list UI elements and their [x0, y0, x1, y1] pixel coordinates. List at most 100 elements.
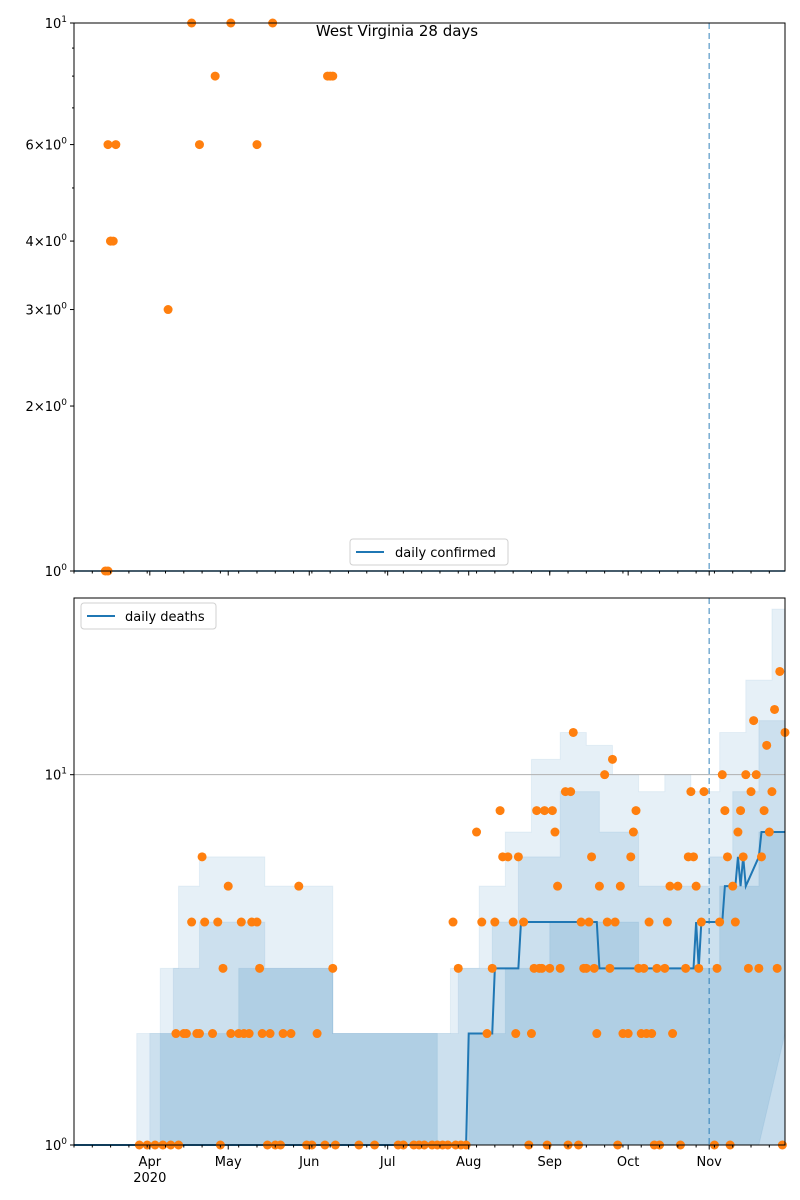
deaths-point: [594, 881, 604, 891]
deaths-point: [213, 917, 223, 927]
top-ytick-label: 3×100: [26, 302, 68, 319]
deaths-point: [244, 1029, 254, 1039]
deaths-point: [696, 917, 706, 927]
deaths-point: [600, 770, 610, 780]
deaths-point: [503, 852, 513, 862]
top-ytick-label-exp: 0: [61, 233, 67, 243]
xtick-label: Nov: [697, 1155, 723, 1170]
confirmed-point: [108, 236, 118, 246]
top-ytick-label: 100: [45, 563, 68, 580]
deaths-point: [610, 917, 620, 927]
deaths-point: [576, 917, 586, 927]
deaths-point: [487, 963, 497, 973]
deaths-point: [540, 806, 550, 816]
deaths-point: [495, 806, 505, 816]
deaths-point: [736, 806, 746, 816]
deaths-point: [511, 1029, 521, 1039]
deaths-point: [526, 1029, 536, 1039]
deaths-point: [712, 963, 722, 973]
xtick-label: Apr: [139, 1155, 162, 1170]
xtick-label: Sep: [537, 1155, 562, 1170]
deaths-point: [647, 1029, 657, 1039]
deaths-point: [644, 917, 654, 927]
deaths-point: [631, 806, 641, 816]
deaths-point: [537, 963, 547, 973]
xtick-label: Jun: [298, 1155, 319, 1170]
deaths-point: [448, 917, 458, 927]
top-ytick-label-exp: 1: [61, 15, 67, 25]
top-ytick-label-base: 2×10: [26, 400, 62, 415]
deaths-point: [764, 827, 774, 837]
bottom-ytick-label: 101: [45, 767, 67, 784]
top-ytick-label-exp: 0: [61, 302, 67, 312]
deaths-point: [772, 963, 782, 973]
deaths-point: [607, 754, 617, 764]
deaths-point: [587, 852, 597, 862]
confirmed-point: [111, 140, 121, 150]
deaths-point: [200, 917, 210, 927]
deaths-point: [545, 963, 555, 973]
deaths-point: [775, 666, 785, 676]
confirmed-point: [210, 71, 220, 81]
deaths-point: [477, 917, 487, 927]
bottom-bands-group: [136, 598, 786, 1146]
top-frame: [73, 22, 786, 572]
top-legend-box: [349, 538, 509, 566]
top-ytick-label-base: 10: [45, 17, 62, 32]
top-ytick-label-base: 3×10: [26, 304, 62, 319]
deaths-point: [691, 881, 701, 891]
deaths-point: [236, 917, 246, 927]
deaths-point: [605, 963, 615, 973]
deaths-point: [286, 1029, 296, 1039]
deaths-point: [652, 963, 662, 973]
deaths-point: [722, 852, 732, 862]
deaths-point: [555, 963, 565, 973]
deaths-point: [770, 704, 780, 714]
confirmed-point: [103, 140, 113, 150]
deaths-point: [223, 881, 233, 891]
confirmed-point: [194, 140, 204, 150]
xtick-label: Jul: [379, 1155, 396, 1170]
deaths-point: [686, 787, 696, 797]
deaths-point: [741, 770, 751, 780]
deaths-point: [715, 917, 725, 927]
deaths-point: [252, 917, 262, 927]
xtick-label: 2020: [133, 1171, 166, 1186]
deaths-point: [181, 1029, 191, 1039]
deaths-point: [312, 1029, 322, 1039]
deaths-point: [628, 827, 638, 837]
deaths-point: [490, 917, 500, 927]
deaths-point: [581, 963, 591, 973]
xtick-label: Oct: [617, 1155, 639, 1170]
top-ytick-label-exp: 0: [61, 137, 67, 147]
bottom-frame: [73, 597, 786, 1146]
top-legend-label: daily confirmed: [395, 546, 496, 561]
deaths-point: [743, 963, 753, 973]
deaths-point: [532, 806, 542, 816]
deaths-point: [568, 727, 578, 737]
deaths-point: [602, 917, 612, 927]
deaths-point: [592, 1029, 602, 1039]
deaths-point: [513, 852, 523, 862]
deaths-point: [681, 963, 691, 973]
top-x-axis: [73, 571, 770, 576]
deaths-point: [519, 917, 529, 927]
deaths-point: [550, 827, 560, 837]
deaths-point: [255, 963, 265, 973]
deaths-point: [584, 917, 594, 927]
bottom-points-group: [134, 666, 790, 1150]
deaths-point: [589, 963, 599, 973]
deaths-point: [171, 1029, 181, 1039]
deaths-point: [717, 770, 727, 780]
deaths-point: [553, 881, 563, 891]
deaths-point: [751, 770, 761, 780]
deaths-point: [197, 852, 207, 862]
deaths-point: [689, 852, 699, 862]
top-ytick-label-base: 4×10: [26, 235, 62, 250]
deaths-point: [673, 881, 683, 891]
deaths-point: [728, 881, 738, 891]
